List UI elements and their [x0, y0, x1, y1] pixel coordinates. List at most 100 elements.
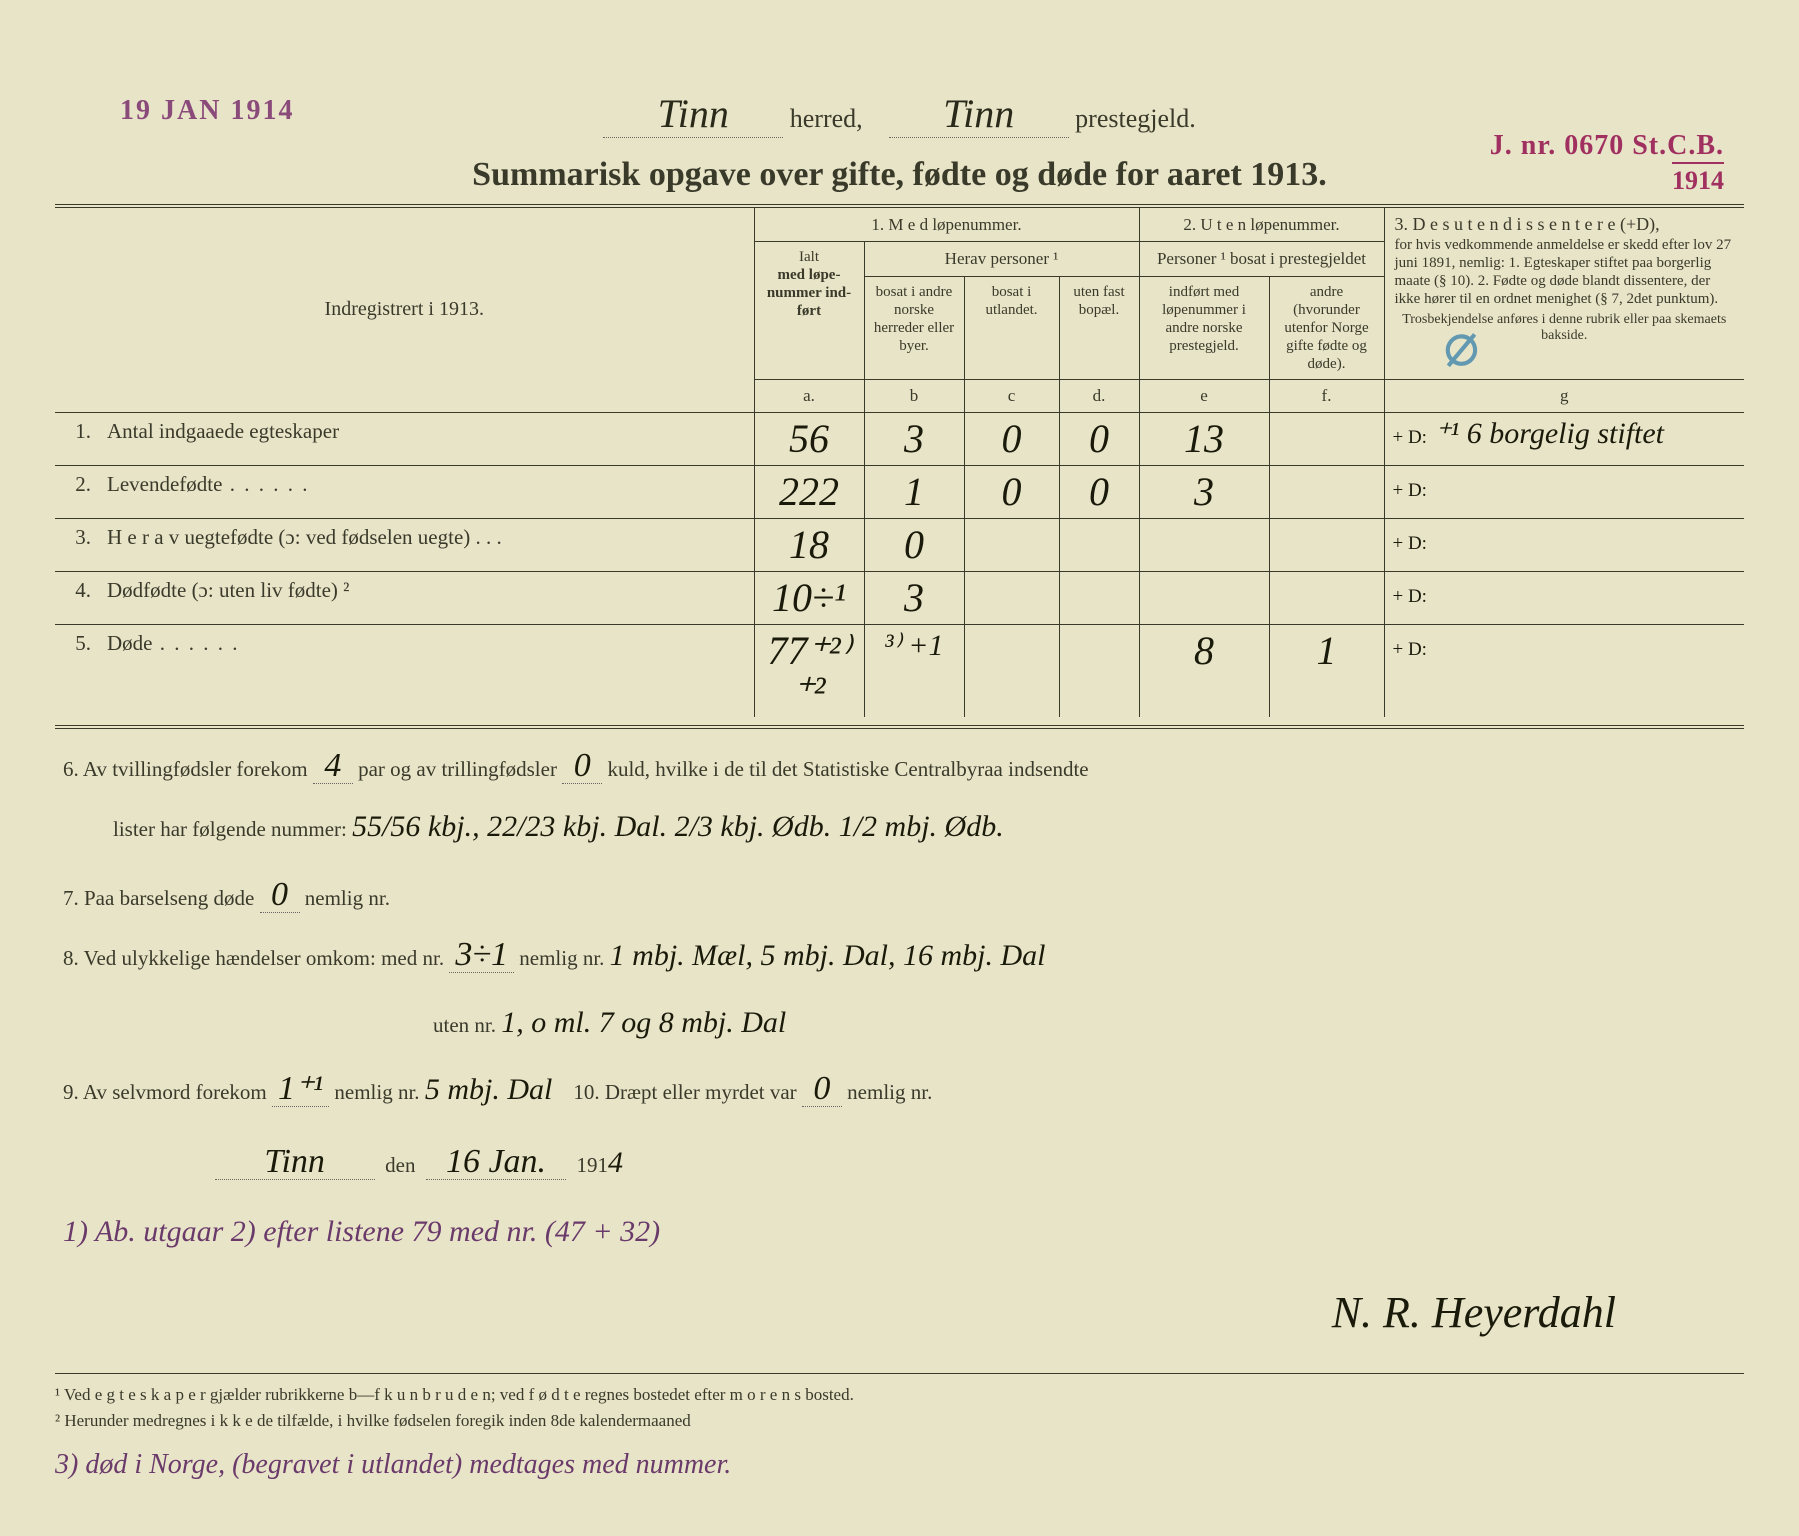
cell-g: + D: [1384, 465, 1744, 518]
l9-value: 1⁺¹ [272, 1072, 329, 1107]
group3-text: for hvis vedkommende anmeldelse er skedd… [1395, 237, 1732, 307]
marginal-note-2: 3) død i Norge, (begravet i utlandet) me… [55, 1449, 1744, 1481]
letter-d: d. [1059, 379, 1139, 412]
d-prefix: + D: [1393, 639, 1427, 660]
cell-g: + D: [1384, 624, 1744, 717]
l7a: 7. Paa barselseng døde [63, 886, 254, 910]
table-row: 1. Antal indgaaede egteskaper 56 3 0 0 1… [55, 412, 1744, 465]
col-b-header: bosat i andre norske herreder eller byer… [864, 276, 964, 379]
line-7: 7. Paa barselseng døde 0 nemlig nr. [63, 876, 1736, 920]
l6-triplets: 0 [562, 749, 602, 784]
cell-f [1269, 571, 1384, 624]
row-label-text: H e r a v uegtefødte (ɔ: ved fødselen ue… [107, 525, 470, 549]
signature-name: N. R. Heyerdahl [63, 1267, 1736, 1359]
col-a-header: Ialt med løpe-nummer ind-ført [754, 242, 864, 379]
sig-place: Tinn [215, 1145, 375, 1180]
row-num: 3. [55, 518, 99, 571]
row-label: Levendefødte [99, 465, 754, 518]
d-prefix: + D: [1393, 427, 1427, 448]
row-num: 5. [55, 624, 99, 717]
cell-b: ³⁾ +1 [864, 624, 964, 717]
col-a-text: med løpe-nummer ind-ført [767, 267, 851, 319]
double-rule-bottom [55, 725, 1744, 729]
cell-c [964, 571, 1059, 624]
cell-g: + D: [1384, 518, 1744, 571]
cell-a: 56 [754, 412, 864, 465]
sig-year-suffix: 4 [608, 1131, 623, 1194]
letter-b: b [864, 379, 964, 412]
sig-date: 16 Jan. [426, 1145, 566, 1180]
cell-e: 8 [1139, 624, 1269, 717]
letter-a: a. [754, 379, 864, 412]
cell-b: 3 [864, 571, 964, 624]
l6b: par og av trillingfødsler [358, 757, 557, 781]
cell-b: 1 [864, 465, 964, 518]
line-6-cont: lister har følgende nummer: 55/56 kbj., … [63, 795, 1736, 858]
prestegjeld-value: Tinn [889, 90, 1069, 138]
l6-pairs: 4 [313, 749, 353, 784]
row-label: Antal indgaaede egteskaper [99, 412, 754, 465]
d-prefix: + D: [1393, 533, 1427, 554]
table-row: 4. Dødfødte (ɔ: uten liv fødte) ² 10÷¹ 3… [55, 571, 1744, 624]
col-d-header: uten fast bopæl. [1059, 276, 1139, 379]
d-prefix: + D: [1393, 480, 1427, 501]
cell-e: 13 [1139, 412, 1269, 465]
sig-year-prefix: 191 [577, 1153, 609, 1177]
stamp-line2: 1914 [1672, 162, 1724, 196]
cell-d [1059, 571, 1139, 624]
cell-c [964, 518, 1059, 571]
marginal-note-1: 1) Ab. utgaar 2) efter listene 79 med nr… [63, 1200, 1736, 1263]
row-label: Døde [99, 624, 754, 717]
l6c: kuld, hvilke i de til det Statistiske Ce… [607, 757, 1088, 781]
cell-f [1269, 465, 1384, 518]
cell-f [1269, 412, 1384, 465]
cell-e: 3 [1139, 465, 1269, 518]
l6d: lister har følgende nummer: [113, 817, 347, 841]
cell-f [1269, 518, 1384, 571]
col-a-top: Ialt [799, 249, 819, 265]
cell-g: + D: ⁺¹ 6 borgelig stiftet [1384, 412, 1744, 465]
letter-e: e [1139, 379, 1269, 412]
footnote-1: ¹ Ved e g t e s k a p e r gjælder rubrik… [55, 1382, 1744, 1408]
cell-d: 0 [1059, 465, 1139, 518]
cell-c: 0 [964, 465, 1059, 518]
footnotes: ¹ Ved e g t e s k a p e r gjælder rubrik… [55, 1373, 1744, 1433]
letter-c: c [964, 379, 1059, 412]
signature-block: Tinn den 16 Jan. 1914 [63, 1131, 1736, 1194]
l8c-value: 1, o ml. 7 og 8 mbj. Dal [501, 991, 786, 1054]
l10b: nemlig nr. [847, 1080, 932, 1104]
group1-header: 1. M e d løpenummer. [754, 208, 1139, 242]
row-num: 4. [55, 571, 99, 624]
table-row: 2. Levendefødte 222 1 0 0 3 + D: [55, 465, 1744, 518]
d-prefix: + D: [1393, 586, 1427, 607]
l6a: 6. Av tvillingfødsler forekom [63, 757, 308, 781]
table-row: 3. H e r a v uegtefødte (ɔ: ved fødselen… [55, 518, 1744, 571]
table-row: 5. Døde 77⁺²⁾⁺² ³⁾ +1 8 1 + D: [55, 624, 1744, 717]
cell-c: 0 [964, 412, 1059, 465]
l7b: nemlig nr. [305, 886, 390, 910]
col-e-header: indført med løpenummer i andre norske pr… [1139, 276, 1269, 379]
letter-f: f. [1269, 379, 1384, 412]
col-ef-top: Personer ¹ bosat i prestegjeldet [1139, 242, 1384, 276]
l8b: nemlig nr. [519, 946, 604, 970]
group3-header: 3. D e s u t e n d i s s e n t e r e (+D… [1384, 208, 1744, 379]
l8-list: 1 mbj. Mæl, 5 mbj. Dal, 16 mbj. Dal [610, 924, 1046, 987]
cell-b: 3 [864, 412, 964, 465]
cell-a: 77⁺²⁾⁺² [754, 624, 864, 717]
sig-den: den [385, 1153, 415, 1177]
lower-section: 6. Av tvillingfødsler forekom 4 par og a… [55, 747, 1744, 1360]
group2-header: 2. U t e n løpenummer. [1139, 208, 1384, 242]
l7-value: 0 [260, 878, 300, 913]
cell-d [1059, 518, 1139, 571]
cell-a: 10÷¹ [754, 571, 864, 624]
cell-a: 18 [754, 518, 864, 571]
line-9-10: 9. Av selvmord forekom 1⁺¹ nemlig nr. 5 … [63, 1058, 1736, 1121]
footnote-2: ² Herunder medregnes i k k e de tilfælde… [55, 1408, 1744, 1434]
cell-b: 0 [864, 518, 964, 571]
stamp-date: 19 JAN 1914 [120, 95, 294, 127]
row-label-text: Levendefødte [107, 472, 222, 496]
left-heading: Indregistrert i 1913. [55, 208, 754, 412]
g-value: ⁺¹ 6 borgelig stiftet [1434, 417, 1664, 450]
l6-numslist: 55/56 kbj., 22/23 kbj. Dal. 2/3 kbj. Ødb… [352, 795, 1004, 858]
main-table: Indregistrert i 1913. 1. M e d løpenumme… [55, 208, 1744, 717]
